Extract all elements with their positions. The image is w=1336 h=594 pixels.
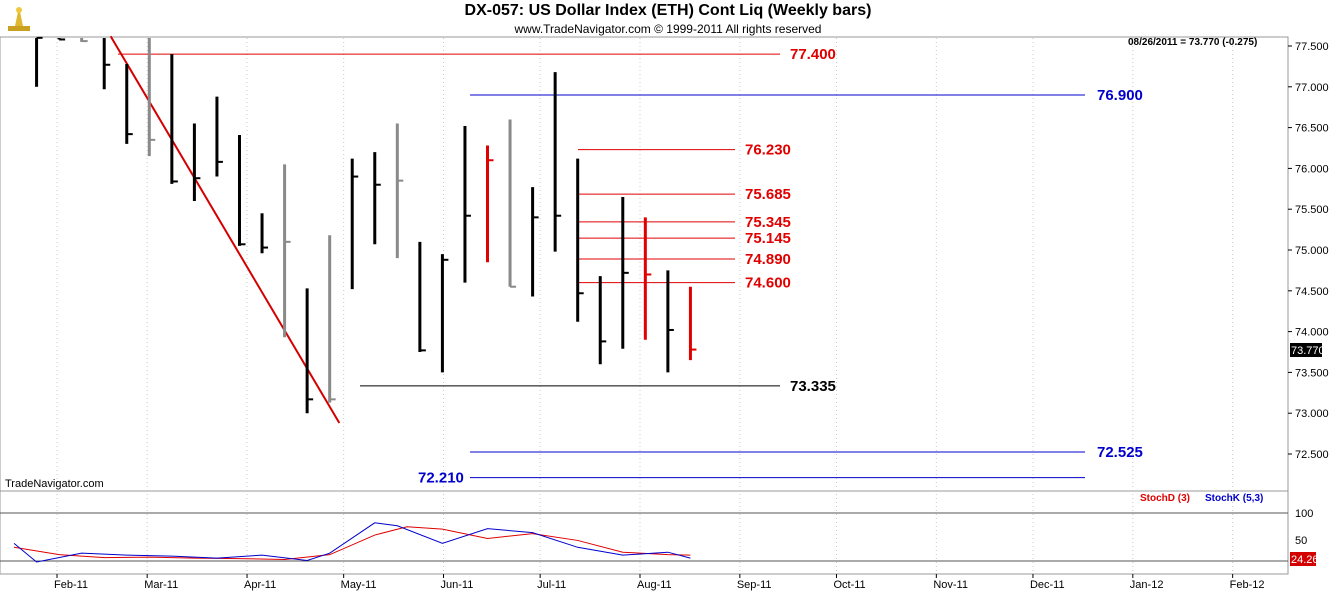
- level-label: 75.145: [745, 230, 791, 247]
- ohlc-bar: [643, 217, 652, 340]
- x-tick-label: Mar-11: [144, 579, 178, 591]
- ohlc-bar: [102, 38, 111, 90]
- stoch-y-tick-label: 50: [1295, 535, 1307, 547]
- stochk-legend: StochK (5,3): [1205, 493, 1263, 504]
- x-tick-label: May-11: [341, 579, 377, 591]
- y-tick-label: 74.000: [1295, 327, 1329, 339]
- watermark-text: TradeNavigator.com: [5, 478, 104, 490]
- y-tick-label: 76.000: [1295, 163, 1329, 175]
- last-price-value: 73.770: [1291, 345, 1325, 357]
- ohlc-bar: [260, 213, 269, 254]
- ohlc-bar: [486, 145, 494, 263]
- ohlc-bar: [508, 119, 517, 288]
- level-label: 74.890: [745, 251, 791, 268]
- x-tick-label: Sep-11: [737, 579, 772, 591]
- ohlc-bar: [418, 241, 426, 352]
- y-tick-label: 77.000: [1295, 82, 1329, 94]
- tradenavigator-logo-icon: [4, 4, 34, 37]
- ohlc-bar: [215, 96, 223, 177]
- ohlc-bar: [283, 164, 291, 338]
- ohlc-bar: [350, 158, 359, 290]
- ohlc-bar: [666, 270, 674, 373]
- x-tick-label: Feb-12: [1230, 579, 1265, 591]
- ohlc-bar: [531, 187, 539, 297]
- ohlc-bar: [328, 235, 336, 403]
- ohlc-bar: [237, 134, 246, 246]
- x-tick-label: Dec-11: [1030, 579, 1065, 591]
- x-tick-label: Oct-11: [833, 579, 865, 591]
- ohlc-bar: [688, 286, 697, 361]
- y-tick-label: 72.500: [1295, 449, 1329, 461]
- x-tick-label: Feb-11: [54, 579, 88, 591]
- ohlc-bar: [192, 123, 201, 202]
- level-label: 77.400: [790, 46, 836, 63]
- ohlc-bar: [463, 125, 471, 283]
- ohlc-bar: [598, 276, 607, 365]
- ohlc-bar: [395, 123, 404, 259]
- ohlc-bar: [57, 38, 66, 41]
- stoch-y-tick-label: 100: [1295, 508, 1313, 520]
- stoch-series-line: [13, 522, 691, 563]
- ohlc-bar: [440, 254, 449, 373]
- chart-title: DX-057: US Dollar Index (ETH) Cont Liq (…: [464, 2, 872, 19]
- chart-subtitle: www.TradeNavigator.com © 1999-2011 All r…: [514, 22, 822, 36]
- last-price-badge: [1290, 343, 1322, 357]
- y-tick-label: 76.500: [1295, 123, 1329, 135]
- ohlc-bar: [621, 196, 629, 349]
- ohlc-bar: [553, 72, 562, 252]
- y-tick-label: 73.000: [1295, 408, 1329, 420]
- x-tick-label: Apr-11: [244, 579, 276, 591]
- trendline: [109, 35, 341, 424]
- level-label: 72.210: [418, 470, 464, 487]
- y-tick-label: 75.500: [1295, 204, 1329, 216]
- y-tick-label: 73.500: [1295, 367, 1329, 379]
- stochd-legend: StochD (3): [1140, 493, 1190, 504]
- x-tick-label: Jan-12: [1130, 579, 1164, 591]
- level-label: 75.685: [745, 186, 791, 203]
- stoch-series-line: [13, 526, 691, 561]
- ohlc-bar: [35, 36, 43, 87]
- ohlc-bar: [305, 288, 314, 414]
- ohlc-bar: [170, 54, 178, 184]
- ohlc-bar: [125, 63, 133, 144]
- x-tick-label: Aug-11: [637, 579, 672, 591]
- ohlc-bar: [373, 152, 381, 245]
- x-tick-label: Jun-11: [441, 579, 474, 591]
- level-label: 73.335: [790, 378, 836, 395]
- y-tick-label: 74.500: [1295, 286, 1329, 298]
- level-label: 76.230: [745, 142, 791, 159]
- ohlc-bar: [147, 38, 156, 157]
- level-label: 72.525: [1097, 444, 1143, 461]
- x-tick-label: Jul-11: [537, 579, 566, 591]
- level-label: 74.600: [745, 275, 791, 292]
- level-label: 75.345: [745, 214, 791, 231]
- x-tick-label: Nov-11: [933, 579, 968, 591]
- ohlc-bar: [80, 38, 88, 43]
- y-tick-label: 75.000: [1295, 245, 1329, 257]
- y-tick-label: 77.500: [1295, 41, 1329, 53]
- quote-readout: 08/26/2011 = 73.770 (-0.275): [1128, 37, 1257, 48]
- stoch-last-badge: [1290, 552, 1316, 566]
- level-label: 76.900: [1097, 87, 1143, 104]
- ohlc-bar: [576, 158, 584, 322]
- stochastic-panel-frame: [0, 490, 1289, 575]
- stoch-last-value: 24.26: [1291, 554, 1319, 566]
